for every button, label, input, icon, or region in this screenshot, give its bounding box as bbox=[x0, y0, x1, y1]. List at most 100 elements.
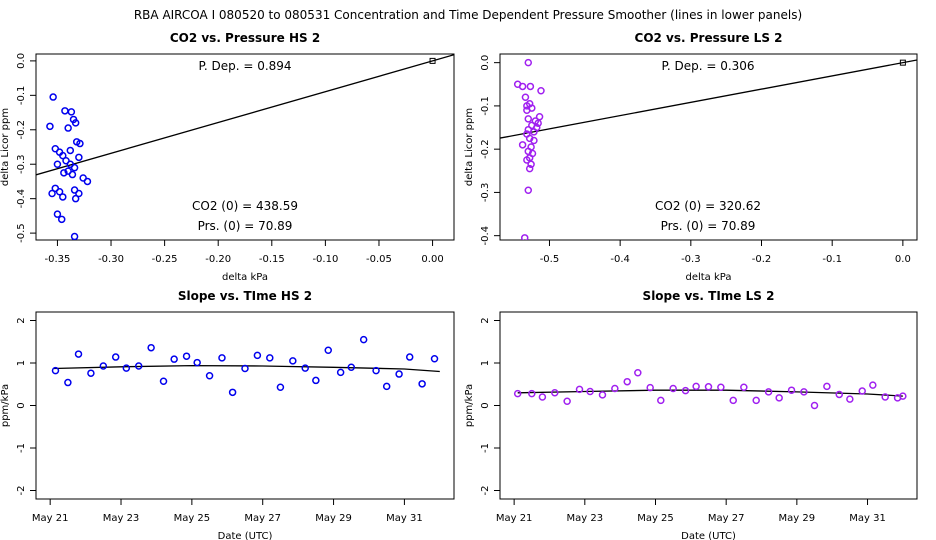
data-point bbox=[586, 387, 594, 396]
data-point bbox=[518, 82, 527, 91]
y-tick-label: -1 bbox=[16, 443, 27, 453]
y-axis-label: delta Licor ppm bbox=[0, 108, 11, 186]
data-point bbox=[83, 177, 92, 186]
x-tick-label: -0.2 bbox=[752, 254, 772, 265]
y-tick-label: 1 bbox=[16, 360, 27, 366]
data-point bbox=[729, 396, 737, 405]
x-tick-label: -0.5 bbox=[540, 254, 560, 265]
data-point bbox=[51, 366, 60, 375]
data-point bbox=[60, 169, 68, 177]
x-tick-label: -0.20 bbox=[205, 254, 231, 265]
y-tick-label: -0.1 bbox=[16, 86, 27, 106]
data-point bbox=[64, 378, 72, 387]
data-point bbox=[218, 354, 226, 362]
data-point bbox=[228, 388, 237, 397]
x-tick-label: May 31 bbox=[849, 513, 886, 524]
data-point bbox=[520, 234, 529, 240]
x-tick-label: May 31 bbox=[386, 513, 423, 524]
y-tick-label: -0.4 bbox=[480, 226, 491, 246]
data-point bbox=[99, 362, 108, 370]
data-point bbox=[646, 383, 654, 392]
data-point bbox=[524, 186, 533, 195]
data-point bbox=[524, 115, 533, 123]
data-point bbox=[382, 382, 391, 391]
data-point bbox=[523, 156, 531, 164]
y-axis-label: ppm/kPa bbox=[464, 384, 475, 427]
data-point bbox=[75, 153, 83, 162]
panel-slope-vs-time-ls: Slope vs. TIme LS 2 Date (UTC) ppm/kPa May … bbox=[464, 289, 918, 540]
x-tick-label: -0.35 bbox=[44, 254, 70, 265]
data-point bbox=[551, 389, 559, 397]
data-point bbox=[598, 391, 607, 399]
x-tick-label: -0.05 bbox=[366, 254, 392, 265]
data-point bbox=[575, 385, 584, 394]
data-point bbox=[513, 389, 522, 398]
data-point bbox=[66, 146, 75, 155]
y-tick-label: 1 bbox=[480, 360, 491, 366]
y-tick-label: -2 bbox=[480, 486, 491, 496]
y-tick-label: -2 bbox=[16, 486, 27, 496]
data-point bbox=[59, 193, 67, 201]
data-point bbox=[74, 350, 83, 358]
chart-title: CO2 vs. Pressure HS 2 bbox=[170, 31, 320, 45]
chart-title: Slope vs. TIme LS 2 bbox=[643, 289, 775, 303]
data-point bbox=[266, 354, 274, 362]
data-point bbox=[704, 383, 713, 391]
data-point bbox=[846, 395, 854, 403]
data-point bbox=[521, 93, 530, 102]
x-tick-label: 0.00 bbox=[421, 254, 443, 265]
x-tick-label: May 29 bbox=[779, 513, 816, 524]
origin-point bbox=[899, 59, 906, 66]
data-point bbox=[347, 363, 356, 371]
data-point bbox=[395, 370, 403, 378]
plot-frame bbox=[499, 53, 918, 241]
x-axis-label: delta kPa bbox=[222, 272, 268, 283]
y-tick-label: -1 bbox=[480, 443, 491, 453]
data-point bbox=[111, 353, 120, 361]
data-point bbox=[538, 393, 547, 401]
x-tick-label: -0.1 bbox=[822, 254, 842, 265]
data-point bbox=[159, 377, 168, 386]
data-point bbox=[57, 215, 66, 224]
data-point bbox=[49, 93, 57, 101]
y-axis-label: ppm/kPa bbox=[0, 384, 11, 427]
x-tick-label: -0.10 bbox=[312, 254, 338, 265]
y-tick-label: -0.3 bbox=[480, 183, 491, 203]
data-point bbox=[122, 364, 131, 372]
data-point bbox=[59, 151, 67, 160]
data-point bbox=[276, 383, 285, 391]
data-point bbox=[301, 364, 309, 372]
data-point bbox=[881, 393, 889, 401]
data-point bbox=[858, 387, 866, 395]
data-point bbox=[64, 124, 72, 132]
data-point bbox=[359, 335, 368, 344]
x-tick-label: May 23 bbox=[103, 513, 140, 524]
data-point bbox=[70, 232, 79, 240]
data-point bbox=[67, 108, 76, 116]
chart-title: Slope vs. TIme HS 2 bbox=[178, 289, 312, 303]
data-point bbox=[526, 82, 535, 91]
data-point bbox=[53, 210, 62, 218]
data-point bbox=[611, 384, 619, 393]
data-point bbox=[535, 112, 544, 121]
data-point bbox=[899, 392, 907, 400]
plot-area bbox=[513, 369, 907, 410]
x-tick-label: May 27 bbox=[244, 513, 281, 524]
data-point bbox=[253, 351, 262, 360]
panel-slope-vs-time-hs: Slope vs. TIme HS 2 Date (UTC) ppm/kPa May … bbox=[0, 289, 455, 540]
x-tick-label: May 25 bbox=[637, 513, 674, 524]
y-tick-label: -0.3 bbox=[16, 154, 27, 174]
data-point bbox=[563, 397, 571, 405]
data-point bbox=[70, 163, 79, 172]
x-axis-label: Date (UTC) bbox=[681, 531, 736, 540]
panel-co2-vs-pressure-ls: CO2 vs. Pressure LS 2 delta kPa delta Lico… bbox=[464, 31, 918, 283]
data-point bbox=[537, 87, 545, 95]
data-point bbox=[523, 106, 531, 114]
data-point bbox=[524, 58, 533, 67]
y-axis-label: delta Licor ppm bbox=[464, 108, 475, 186]
data-point bbox=[430, 355, 439, 363]
data-point bbox=[764, 388, 773, 396]
y-tick-label: -0.2 bbox=[480, 139, 491, 159]
data-point bbox=[752, 396, 760, 405]
